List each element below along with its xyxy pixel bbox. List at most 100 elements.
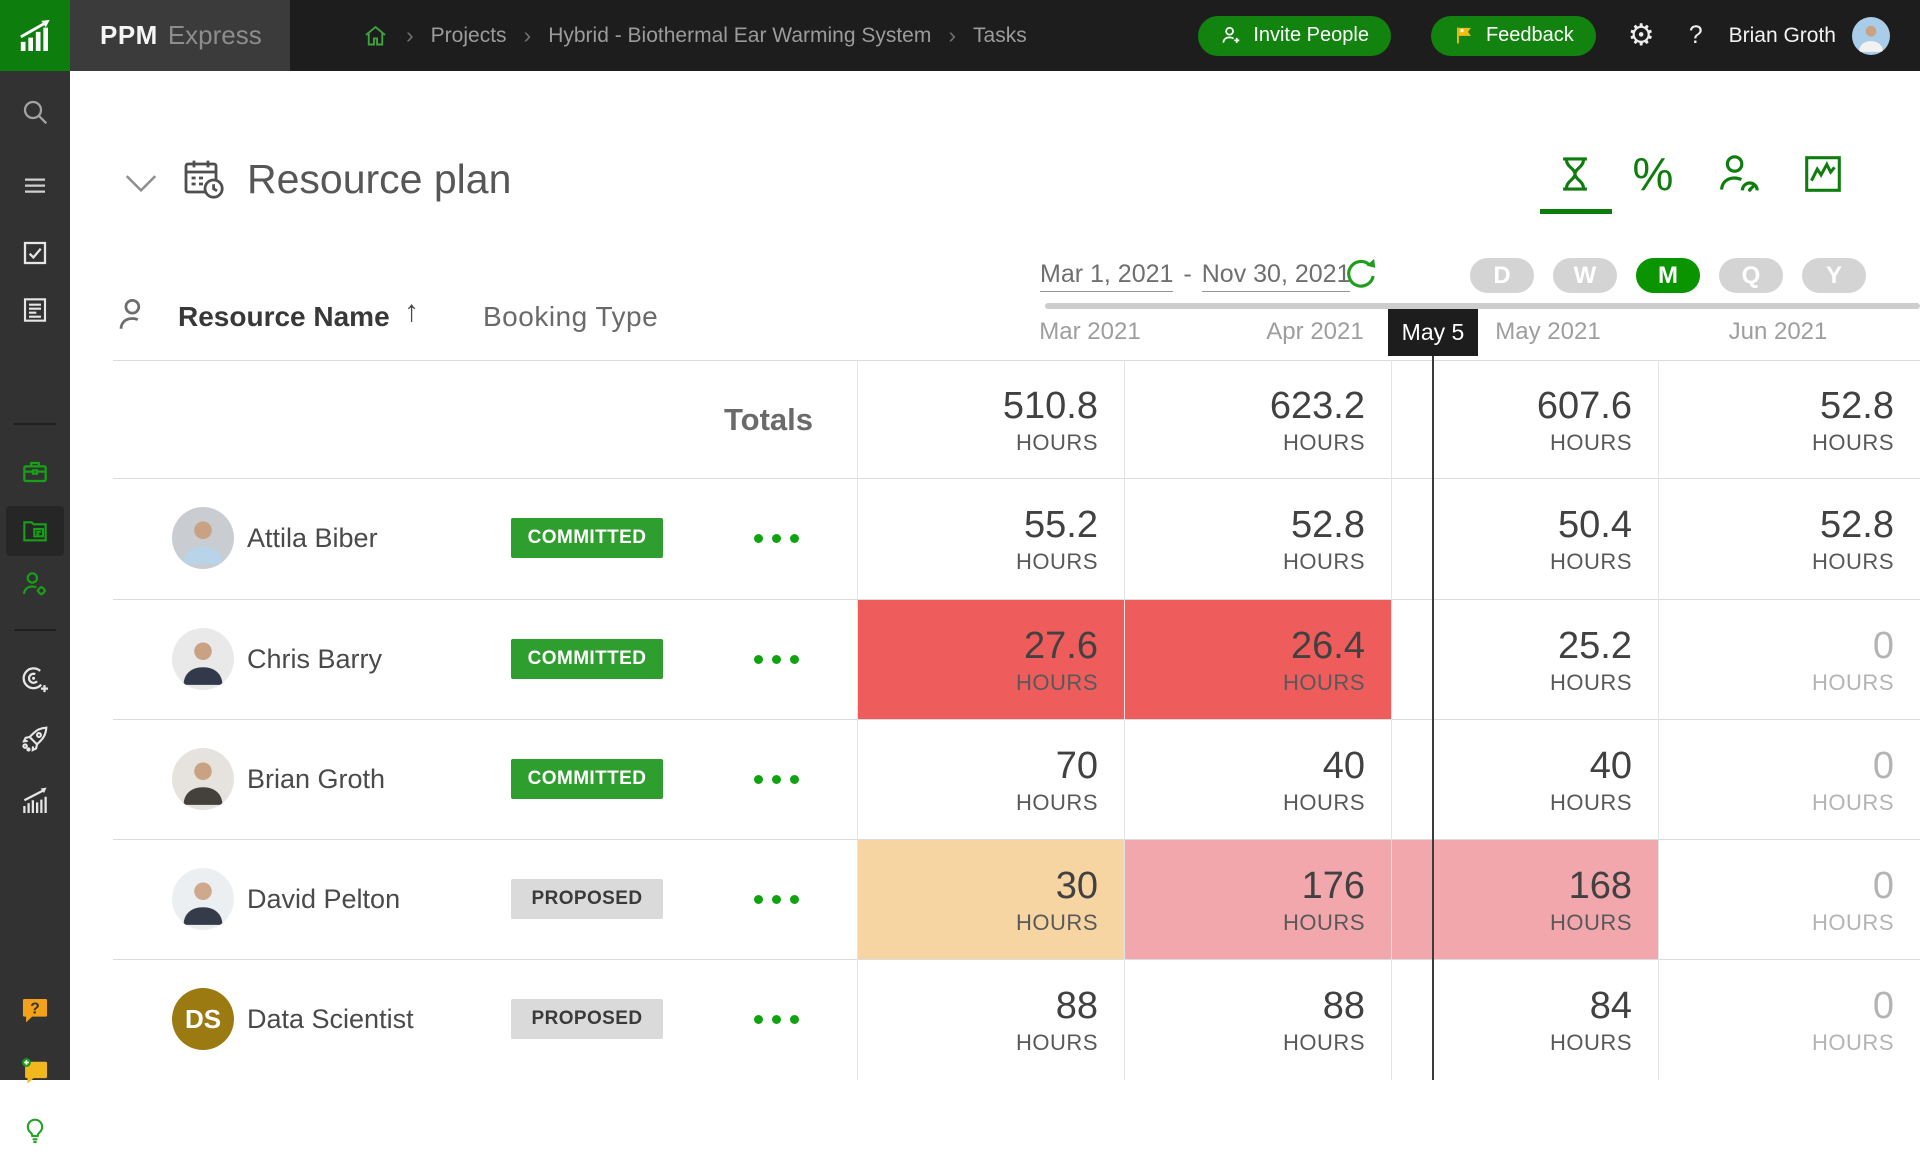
sort-ascending-icon[interactable]: ↑ [404, 295, 419, 328]
avatar: DS [172, 988, 234, 1050]
hours-unit: HOURS [1812, 789, 1894, 815]
user-name[interactable]: Brian Groth [1728, 23, 1836, 47]
sidebar-item-launch[interactable] [0, 715, 70, 763]
hours-cell[interactable]: 88 HOURS [858, 960, 1124, 1080]
view-chart-button[interactable] [1799, 148, 1847, 200]
booking-type-badge[interactable]: PROPOSED [511, 879, 663, 919]
date-range: Mar 1, 2021 - Nov 30, 2021 [1040, 260, 1351, 292]
time-scale-y-button[interactable]: Y [1802, 258, 1866, 293]
sidebar-item-search[interactable] [0, 88, 70, 136]
percent-icon: % [1632, 148, 1674, 200]
column-divider [1391, 360, 1392, 1080]
svg-text:?: ? [30, 1000, 40, 1017]
booking-type-header[interactable]: Booking Type [483, 301, 659, 332]
resource-plan-calendar-icon [180, 155, 228, 208]
resource-name[interactable]: David Pelton [247, 883, 401, 914]
hours-cell[interactable]: 52.8 HOURS [1659, 479, 1920, 598]
hours-cell[interactable]: 84 HOURS [1392, 960, 1658, 1080]
hours-value: 25.2 [1558, 624, 1632, 667]
sidebar-item-projects[interactable] [0, 447, 70, 495]
hours-value: 84 [1589, 985, 1632, 1027]
sidebar-item-menu[interactable] [0, 161, 70, 209]
hours-cell[interactable]: 50.4 HOURS [1392, 479, 1658, 598]
resource-name[interactable]: Attila Biber [247, 522, 378, 553]
hours-cell[interactable]: 0 HOURS [1659, 720, 1920, 839]
hours-cell[interactable]: 40 HOURS [1125, 720, 1391, 839]
row-menu-button[interactable] [754, 719, 799, 839]
row-menu-button[interactable] [754, 959, 799, 1080]
sidebar-item-resource-plan[interactable] [0, 507, 70, 555]
time-scale-m-button[interactable]: M [1636, 258, 1700, 293]
column-divider [857, 360, 858, 1080]
home-icon[interactable] [362, 22, 389, 49]
date-range-start[interactable]: Mar 1, 2021 [1040, 260, 1174, 292]
hours-cell[interactable]: 52.8 HOURS [1125, 479, 1391, 598]
hours-cell[interactable]: 30 HOURS [858, 840, 1124, 959]
flag-icon [1456, 27, 1471, 44]
booking-type-badge[interactable]: COMMITTED [511, 639, 663, 679]
hours-cell[interactable]: 25.2 HOURS [1392, 600, 1658, 719]
row-menu-button[interactable] [754, 839, 799, 959]
booking-type-badge[interactable]: PROPOSED [511, 999, 663, 1039]
hours-unit: HOURS [1283, 909, 1365, 935]
person-add-icon [1222, 26, 1240, 43]
settings-gear-icon[interactable]: ⚙ [1627, 18, 1655, 52]
hours-cell[interactable]: 176 HOURS [1125, 840, 1391, 959]
resource-name[interactable]: Data Scientist [247, 1004, 414, 1034]
breadcrumb-item[interactable]: Hybrid - Biothermal Ear Warming System [548, 23, 932, 47]
sidebar-item-notes[interactable] [0, 286, 70, 334]
collapse-chevron-icon[interactable] [122, 170, 160, 203]
app-logo[interactable] [0, 0, 70, 71]
hours-cell[interactable]: 0 HOURS [1659, 600, 1920, 719]
hours-cell[interactable]: 27.6 HOURS [858, 600, 1124, 719]
totals-cell: 607.6 HOURS [1392, 361, 1658, 478]
resource-name-header[interactable]: Resource Name [178, 301, 390, 332]
row-divider [113, 839, 1920, 840]
hours-cell[interactable]: 40 HOURS [1392, 720, 1658, 839]
menu-dot [772, 894, 781, 904]
time-scale-q-button[interactable]: Q [1719, 258, 1783, 293]
sidebar-item-goals[interactable] [0, 655, 70, 703]
hours-value: 607.6 [1536, 384, 1632, 427]
booking-type-badge[interactable]: COMMITTED [511, 518, 663, 558]
hours-cell[interactable]: 0 HOURS [1659, 840, 1920, 959]
hours-cell[interactable]: 0 HOURS [1659, 960, 1920, 1080]
view-availability-button[interactable] [1714, 148, 1762, 200]
row-menu-button[interactable] [754, 478, 799, 598]
sidebar-item-feedback[interactable] [0, 1047, 70, 1095]
view-hours-hourglass-button[interactable] [1551, 148, 1599, 200]
breadcrumb-item[interactable]: Tasks [973, 23, 1027, 47]
sidebar-item-help[interactable]: ? [0, 987, 70, 1035]
hours-cell[interactable]: 88 HOURS [1125, 960, 1391, 1080]
sidebar-item-reports[interactable] [0, 777, 70, 825]
hours-value: 0 [1872, 864, 1894, 907]
hours-cell[interactable]: 55.2 HOURS [858, 479, 1124, 598]
resource-settings-icon[interactable] [114, 293, 158, 342]
hours-cell[interactable]: 168 HOURS [1392, 840, 1658, 959]
user-avatar[interactable] [1852, 16, 1890, 55]
sidebar-item-resources[interactable] [0, 560, 70, 608]
sidebar-item-tasks[interactable] [0, 229, 70, 277]
row-menu-button[interactable] [754, 599, 799, 719]
resource-name[interactable]: Chris Barry [247, 643, 383, 674]
time-scale-d-button[interactable]: D [1470, 258, 1534, 293]
date-range-end[interactable]: Nov 30, 2021 [1201, 260, 1351, 292]
hours-cell[interactable]: 70 HOURS [858, 720, 1124, 839]
view-percent-button[interactable]: % [1629, 148, 1677, 200]
invite-people-button[interactable]: Invite People [1198, 15, 1391, 56]
hours-cell[interactable]: 26.4 HOURS [1125, 600, 1391, 719]
timeline-scrollbar[interactable] [1045, 303, 1920, 309]
resource-name[interactable]: Brian Groth [247, 763, 386, 794]
hours-unit: HOURS [1812, 429, 1894, 455]
brand[interactable]: PPM Express [70, 0, 290, 71]
today-marker-line [1432, 356, 1434, 1080]
help-bubble-icon: ? [22, 998, 48, 1023]
breadcrumb-item[interactable]: Projects [430, 23, 507, 47]
feedback-button[interactable]: Feedback [1430, 15, 1596, 56]
menu-dot [754, 894, 763, 904]
help-icon[interactable]: ? [1688, 21, 1703, 49]
time-scale-w-button[interactable]: W [1553, 258, 1617, 293]
refresh-button[interactable] [1341, 254, 1381, 299]
booking-type-badge[interactable]: COMMITTED [511, 759, 663, 799]
sidebar-item-ideas[interactable] [0, 1107, 70, 1155]
